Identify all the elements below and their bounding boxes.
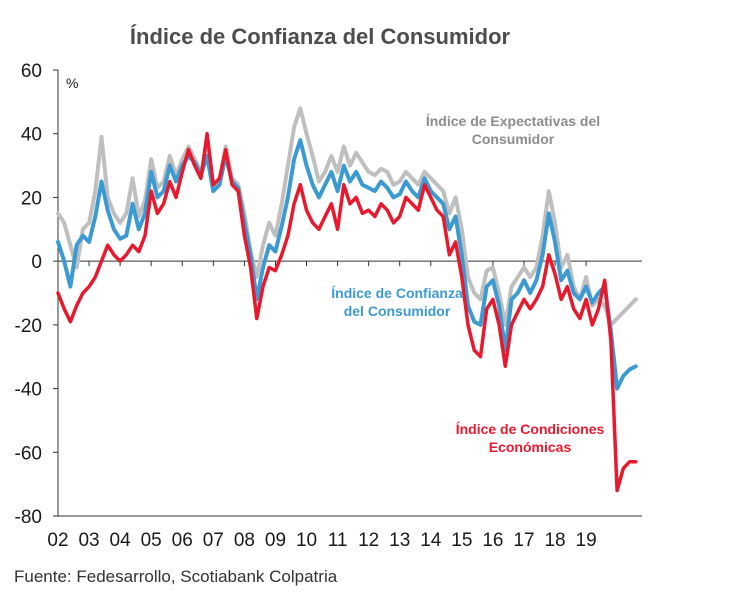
y-tick-label: -60 [15,443,42,464]
series-line-expectativas [56,106,638,327]
x-tick-label: 09 [265,530,286,551]
x-tick-label: 14 [420,530,442,551]
y-tick-label: -40 [15,380,42,401]
x-tick-label: 17 [513,530,534,551]
x-tick-label: 10 [296,530,317,551]
y-tick-label: 20 [21,188,42,209]
chart-title: Índice de Confianza del Consumidor [129,24,511,49]
annotation-condiciones: Índice de Condiciones Económicas [456,421,605,455]
series-line-confianza [56,138,638,391]
x-tick-label: 08 [234,530,255,551]
x-tick-label: 16 [482,530,503,551]
x-tick-label: 02 [47,530,68,551]
y-tick-label: 0 [31,252,42,273]
x-tick-label: 03 [78,530,99,551]
x-tick-label: 06 [172,530,193,551]
x-tick-label: 13 [389,530,410,551]
y-tick-label: 60 [21,61,42,82]
x-tick-label: 05 [141,530,162,551]
y-tick-label: -80 [15,507,42,528]
x-tick-label: 04 [110,530,132,551]
source-note: Fuente: Fedesarrollo, Scotiabank Colpatr… [14,567,338,586]
series-line-condiciones [56,131,638,493]
annotation-expectativas: Índice de Expectativas del Consumidor [426,113,600,147]
y-tick-label: -20 [15,316,42,337]
x-tick-label: 12 [358,530,379,551]
x-tick-label: 19 [576,530,597,551]
y-unit-label: % [66,75,78,91]
annotation-confianza: Índice de Confianza del Consumidor [331,285,463,319]
x-tick-label: 11 [328,530,348,551]
y-tick-label: 40 [21,125,42,146]
x-tick-label: 07 [203,530,224,551]
series-annotations: Índice de Expectativas del Consumidor Índi… [331,113,604,455]
series-lines [56,106,638,493]
axes: 60 40 20 0 -20 -40 -60 -80% 02 03 04 05 06 07 08 09 10 11… [15,61,642,551]
x-tick-label: 15 [451,530,472,551]
x-tick-label: 18 [544,530,565,551]
